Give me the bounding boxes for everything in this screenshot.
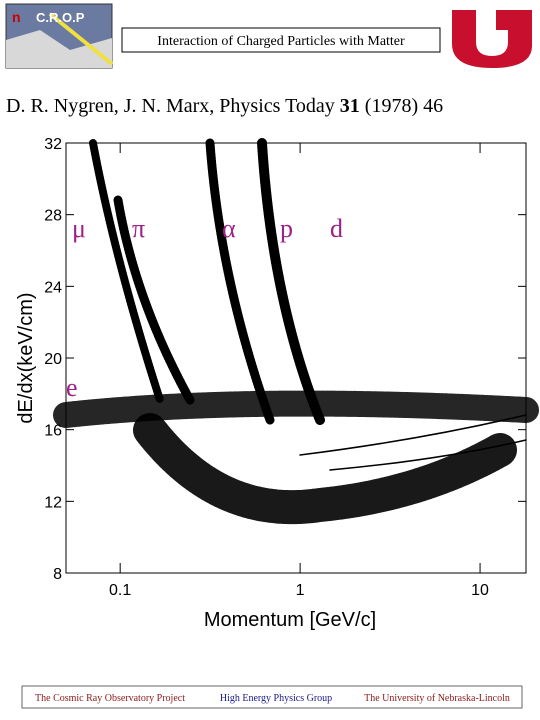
y-tick-label: 8 <box>53 566 62 583</box>
x-tick-label: 0.1 <box>109 582 131 599</box>
citation: D. R. Nygren, J. N. Marx, Physics Today … <box>6 95 443 117</box>
footer-box <box>21 685 523 709</box>
plot-area <box>53 138 539 574</box>
particle-label: p <box>280 214 293 243</box>
y-axis-label: dE/dx(keV/cm) <box>15 292 37 423</box>
logo-mark: n <box>12 9 21 25</box>
logo-text: C.R.O.P <box>36 10 85 25</box>
footer-text: The University of Nebraska-Lincoln <box>364 693 510 704</box>
citation-volume: 31 <box>340 95 360 117</box>
x-tick-label: 1 <box>296 582 305 599</box>
university-logo <box>452 10 532 68</box>
title: Interaction of Charged Particles with Ma… <box>157 34 405 49</box>
y-tick-label: 28 <box>44 208 62 225</box>
y-tick-label: 16 <box>44 423 62 440</box>
band-shading <box>53 138 539 525</box>
crop-logo: C.R.O.P n <box>5 3 114 69</box>
y-tick-label: 24 <box>44 279 62 296</box>
citation-rest: (1978) 46 <box>365 95 443 117</box>
particle-label: α <box>222 214 236 243</box>
particle-label: d <box>330 214 343 243</box>
y-tick-label: 12 <box>44 494 62 511</box>
x-tick-label: 10 <box>471 582 489 599</box>
x-axis-label: Momentum [GeV/c] <box>204 609 376 631</box>
particle-label: μ <box>72 214 86 243</box>
y-tick-label: 32 <box>44 136 62 153</box>
particle-label: e <box>66 373 78 402</box>
footer-text: High Energy Physics Group <box>220 693 332 704</box>
title-box <box>121 27 441 53</box>
citation-authors: D. R. Nygren, J. N. Marx, Physics Today <box>6 95 335 117</box>
y-tick-label: 20 <box>44 351 62 368</box>
footer-text: The Cosmic Ray Observatory Project <box>35 693 185 704</box>
particle-label: π <box>132 214 145 243</box>
